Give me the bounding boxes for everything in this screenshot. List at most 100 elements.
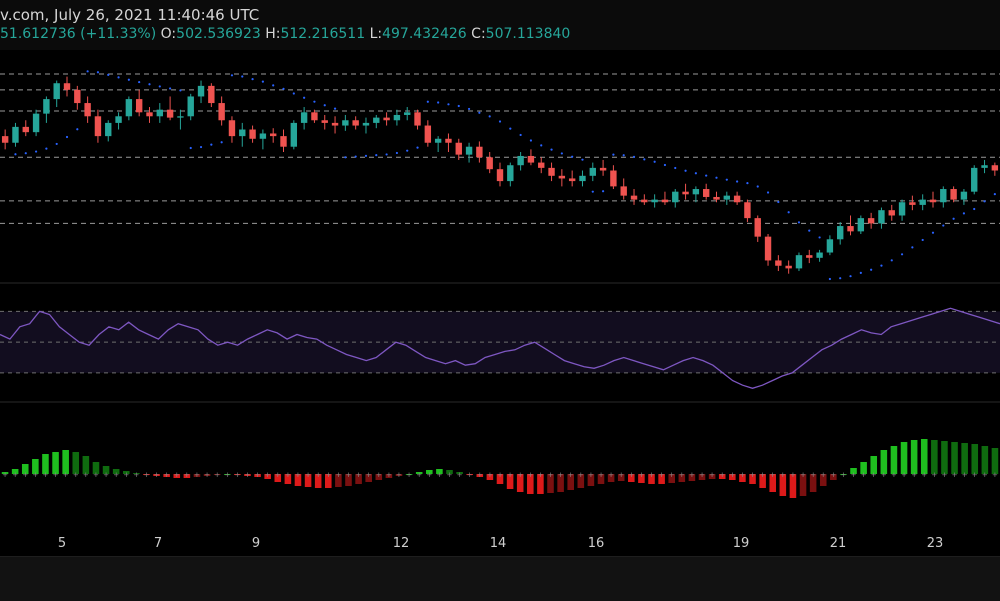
candle-body[interactable] xyxy=(960,191,968,200)
candle-body[interactable] xyxy=(764,236,772,261)
candle-body[interactable] xyxy=(898,202,906,216)
candle-body[interactable] xyxy=(53,83,60,100)
candle-body[interactable] xyxy=(981,165,988,168)
candle-body[interactable] xyxy=(208,85,215,104)
candle-body[interactable] xyxy=(455,142,462,155)
candle-body[interactable] xyxy=(342,120,349,126)
candle-body[interactable] xyxy=(888,210,895,216)
candle-body[interactable] xyxy=(321,120,328,123)
candle-body[interactable] xyxy=(197,85,205,97)
candle-body[interactable] xyxy=(22,126,29,133)
candle-body[interactable] xyxy=(12,126,19,143)
candle-body[interactable] xyxy=(290,122,298,147)
candle-body[interactable] xyxy=(156,109,163,117)
candle-body[interactable] xyxy=(661,199,669,203)
candle-body[interactable] xyxy=(74,89,81,104)
candle-body[interactable] xyxy=(816,252,823,258)
candle-body[interactable] xyxy=(84,103,91,117)
candle-body[interactable] xyxy=(280,136,287,147)
candle-body[interactable] xyxy=(517,155,524,166)
candle-body[interactable] xyxy=(991,165,999,171)
candle-body[interactable] xyxy=(568,178,576,182)
candle-body[interactable] xyxy=(837,226,844,240)
candle-body[interactable] xyxy=(496,169,504,182)
candle-body[interactable] xyxy=(434,138,442,143)
candle-body[interactable] xyxy=(166,109,174,118)
candle-body[interactable] xyxy=(135,99,143,113)
candle-body[interactable] xyxy=(228,120,236,137)
candle-body[interactable] xyxy=(270,133,277,137)
candle-body[interactable] xyxy=(445,138,452,143)
candle-body[interactable] xyxy=(486,157,493,170)
candle-body[interactable] xyxy=(806,255,813,258)
candle-body[interactable] xyxy=(1,136,9,143)
candle-body[interactable] xyxy=(249,129,256,139)
candle-body[interactable] xyxy=(373,117,380,123)
candle-body[interactable] xyxy=(651,199,658,203)
candle-body[interactable] xyxy=(383,117,390,121)
candle-body[interactable] xyxy=(43,99,50,114)
candle-body[interactable] xyxy=(713,196,720,200)
candle-body[interactable] xyxy=(94,116,102,137)
candle-body[interactable] xyxy=(146,112,153,117)
candle-body[interactable] xyxy=(826,239,834,253)
candle-body[interactable] xyxy=(393,114,401,121)
candle-body[interactable] xyxy=(702,189,710,197)
candle-body[interactable] xyxy=(259,133,267,139)
candle-body[interactable] xyxy=(785,265,792,269)
candle-body[interactable] xyxy=(527,155,535,163)
candle-body[interactable] xyxy=(733,195,741,203)
candle-body[interactable] xyxy=(218,103,225,121)
candle-body[interactable] xyxy=(723,195,730,200)
candle-body[interactable] xyxy=(744,202,751,219)
candle-body[interactable] xyxy=(300,112,308,123)
candle-body[interactable] xyxy=(414,112,421,126)
candle-body[interactable] xyxy=(847,226,854,232)
candle-body[interactable] xyxy=(620,186,627,196)
candle-body[interactable] xyxy=(579,175,586,182)
candle-body[interactable] xyxy=(538,162,545,168)
candle-body[interactable] xyxy=(971,167,978,192)
candle-body[interactable] xyxy=(311,112,318,121)
candle-body[interactable] xyxy=(950,189,957,200)
candle-body[interactable] xyxy=(548,167,555,176)
candle-body[interactable] xyxy=(465,146,473,155)
candle-body[interactable] xyxy=(692,189,700,195)
candle-body[interactable] xyxy=(909,202,916,205)
candle-body[interactable] xyxy=(754,218,761,237)
candle-body[interactable] xyxy=(878,210,885,224)
candle-body[interactable] xyxy=(558,175,566,179)
candle-body[interactable] xyxy=(362,122,370,126)
candle-body[interactable] xyxy=(919,199,926,205)
candle-body[interactable] xyxy=(610,170,617,187)
candle-body[interactable] xyxy=(775,260,782,266)
candle-body[interactable] xyxy=(857,218,865,232)
candle-body[interactable] xyxy=(589,167,596,176)
candle-body[interactable] xyxy=(105,122,112,137)
candle-body[interactable] xyxy=(331,122,339,126)
candle-body[interactable] xyxy=(641,199,648,203)
candle-body[interactable] xyxy=(929,199,937,203)
candle-body[interactable] xyxy=(795,255,803,269)
candle-body[interactable] xyxy=(424,125,432,143)
price-chart[interactable]: + + + + + + + + + + + + + + + + + + + + + + + + + + + + + + + + + + + + + + + +… xyxy=(0,50,1000,556)
candle-body[interactable] xyxy=(32,113,40,133)
candle-body[interactable] xyxy=(682,191,689,195)
candle-body[interactable] xyxy=(476,146,483,158)
candle-body[interactable] xyxy=(63,83,71,90)
candle-body[interactable] xyxy=(599,167,607,171)
candle-body[interactable] xyxy=(352,120,359,126)
candlestick-series[interactable] xyxy=(1,76,999,274)
candle-body[interactable] xyxy=(940,189,947,203)
candle-body[interactable] xyxy=(125,99,133,117)
candle-body[interactable] xyxy=(239,129,246,137)
candle-body[interactable] xyxy=(672,191,679,203)
candle-body[interactable] xyxy=(187,96,194,117)
histogram-bar xyxy=(415,472,423,474)
candle-body[interactable] xyxy=(177,116,184,118)
candle-body[interactable] xyxy=(507,165,514,182)
candle-body[interactable] xyxy=(867,218,875,224)
candle-body[interactable] xyxy=(630,195,638,200)
candle-body[interactable] xyxy=(115,116,122,123)
candle-body[interactable] xyxy=(404,112,411,115)
